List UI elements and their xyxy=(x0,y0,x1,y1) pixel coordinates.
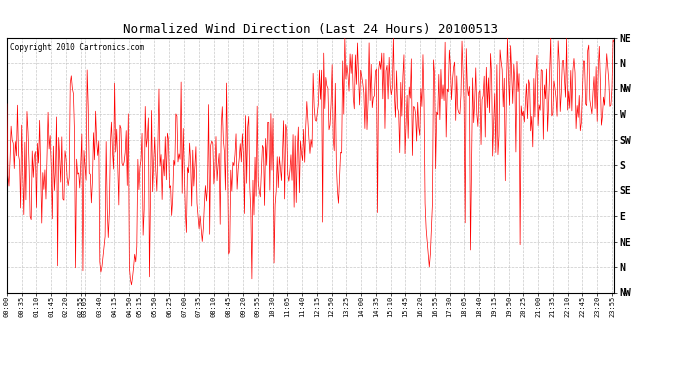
Text: Copyright 2010 Cartronics.com: Copyright 2010 Cartronics.com xyxy=(10,43,144,52)
Title: Normalized Wind Direction (Last 24 Hours) 20100513: Normalized Wind Direction (Last 24 Hours… xyxy=(123,23,498,36)
